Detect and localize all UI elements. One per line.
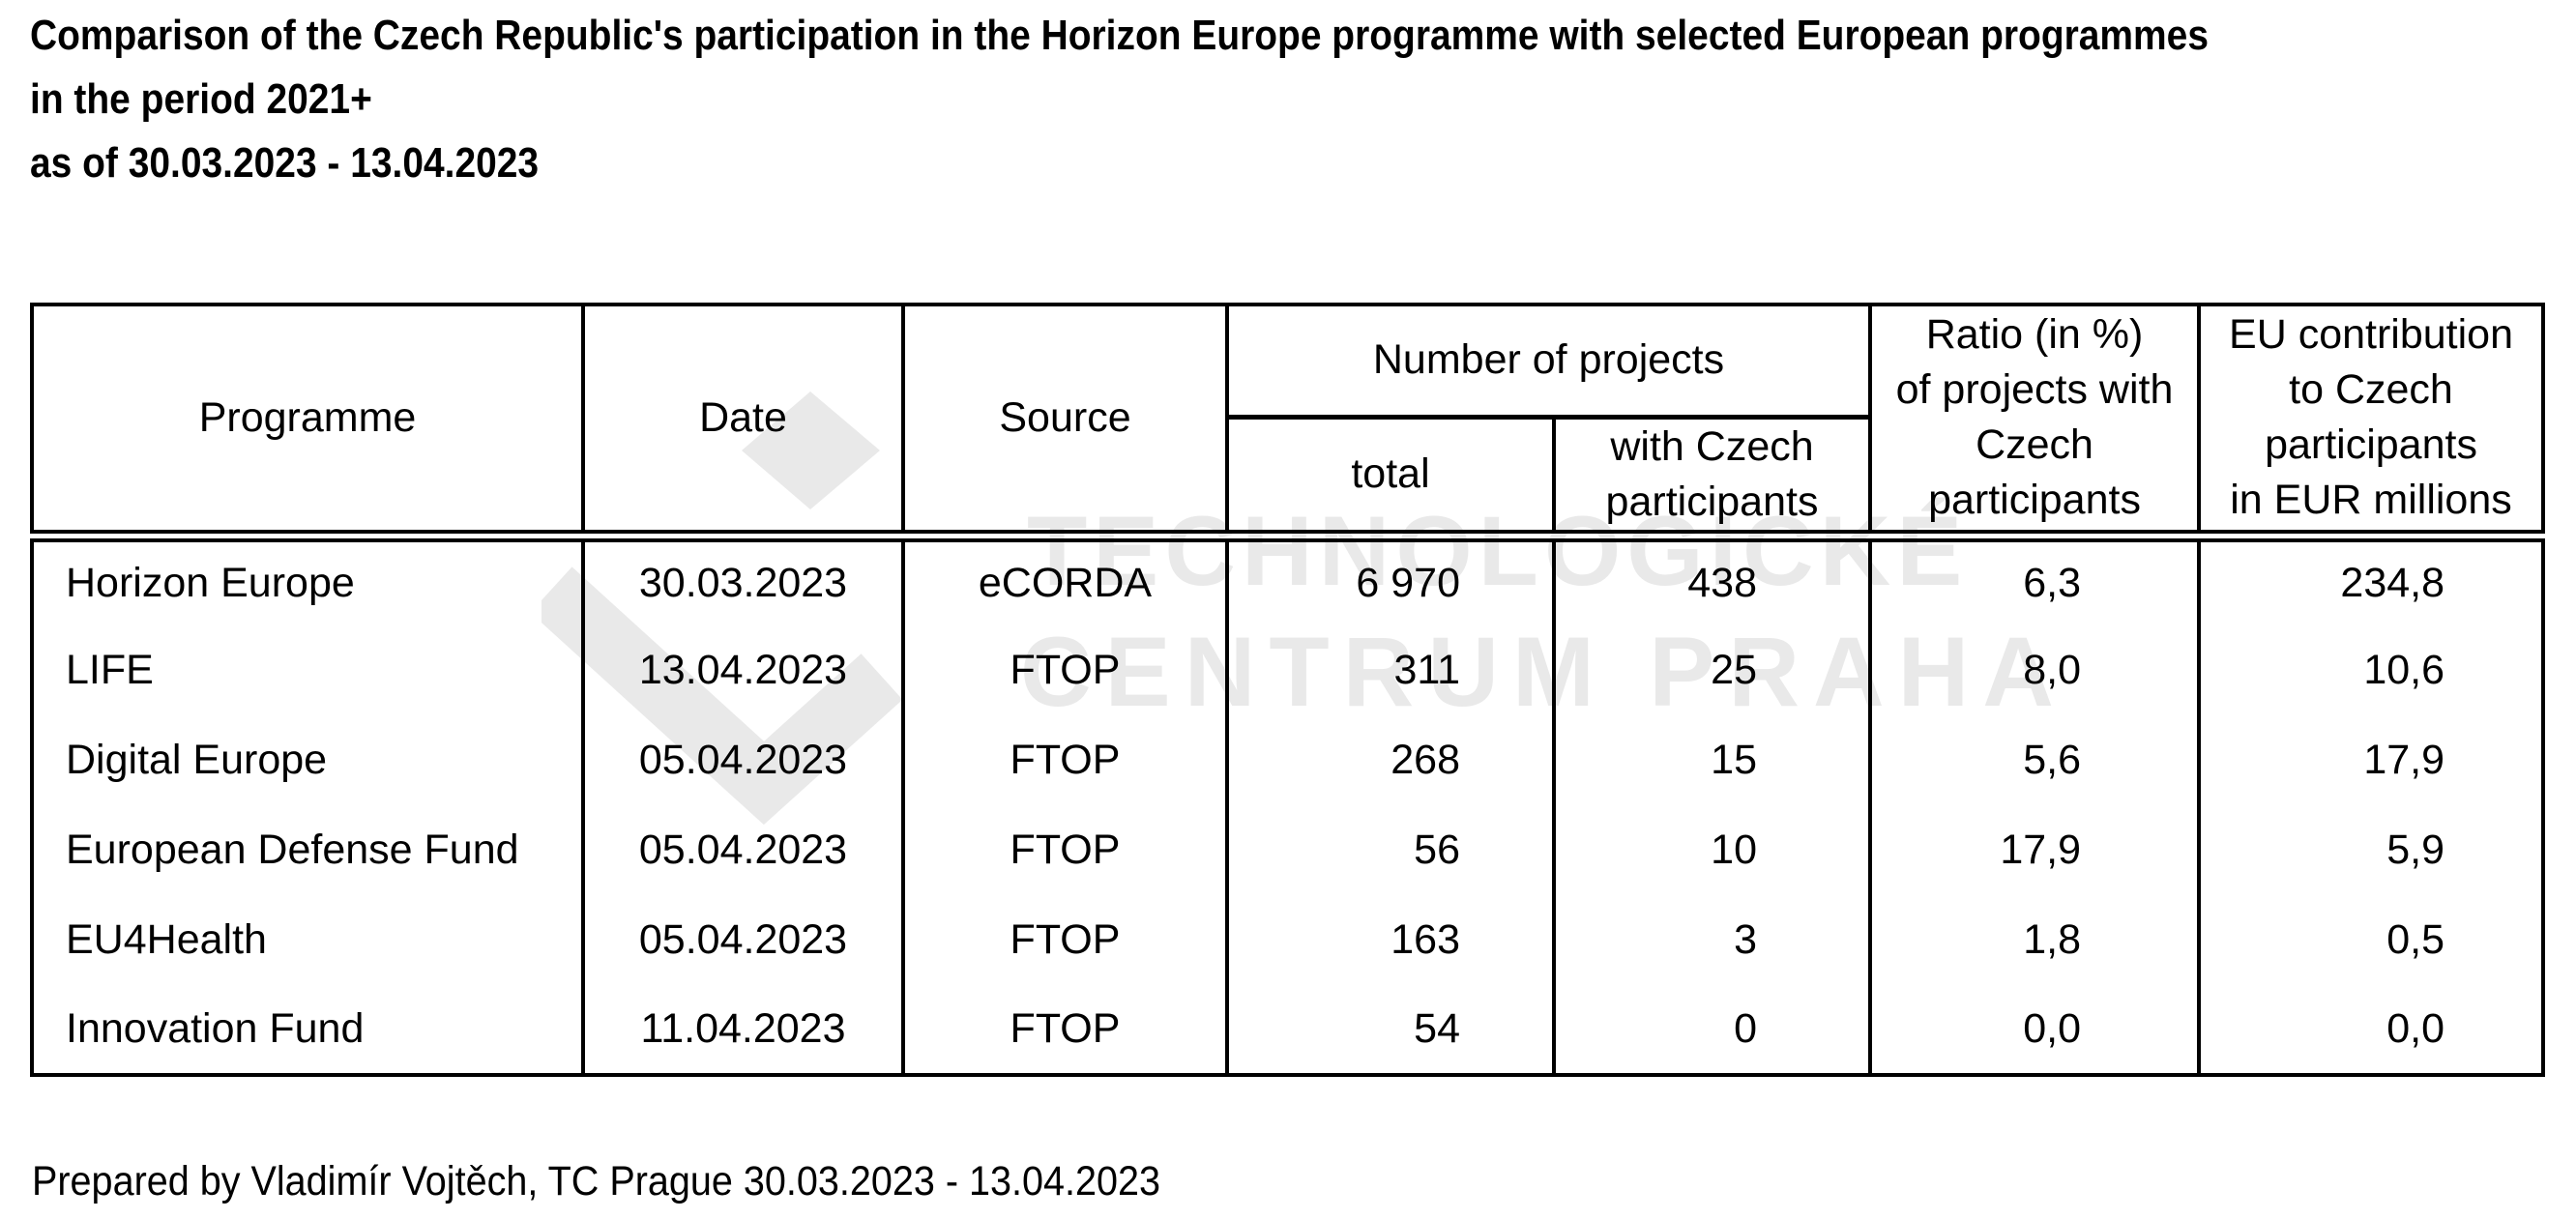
cell-ratio: 8,0 (1868, 625, 2202, 715)
cell-with-czech: 3 (1551, 895, 1873, 985)
cell-date: 30.03.2023 (581, 536, 905, 625)
table-row: European Defense Fund 05.04.2023 FTOP 56… (30, 805, 2546, 895)
cell-date: 05.04.2023 (581, 895, 905, 985)
cell-date: 05.04.2023 (581, 715, 905, 805)
cell-with-czech: 10 (1551, 805, 1873, 895)
cell-total: 56 (1225, 805, 1556, 895)
cell-ratio: 1,8 (1868, 895, 2202, 985)
cell-programme: Horizon Europe (30, 536, 585, 625)
col-header-with-czech-participants: with Czech participants (1551, 415, 1873, 542)
cell-total: 54 (1225, 985, 1556, 1075)
cell-programme: LIFE (30, 625, 585, 715)
col-header-ratio: Ratio (in %) of projects with Czech part… (1868, 303, 2202, 542)
table-row: Horizon Europe 30.03.2023 eCORDA 6 970 4… (30, 536, 2546, 625)
cell-date: 05.04.2023 (581, 805, 905, 895)
cell-with-czech: 15 (1551, 715, 1873, 805)
cell-total: 6 970 (1225, 536, 1556, 625)
title-block: Comparison of the Czech Republic's parti… (30, 4, 2492, 195)
col-header-eu-contribution: EU contribution to Czech participants in… (2197, 303, 2546, 542)
table-row: Innovation Fund 11.04.2023 FTOP 54 0 0,0… (30, 985, 2546, 1075)
cell-source: eCORDA (901, 536, 1229, 625)
cell-ratio: 0,0 (1868, 985, 2202, 1075)
col-header-source: Source (901, 303, 1229, 542)
cell-with-czech: 25 (1551, 625, 1873, 715)
cell-source: FTOP (901, 985, 1229, 1075)
cell-source: FTOP (901, 805, 1229, 895)
cell-ratio: 6,3 (1868, 536, 2202, 625)
table-row: LIFE 13.04.2023 FTOP 311 25 8,0 10,6 (30, 625, 2546, 715)
col-header-programme: Programme (30, 303, 585, 542)
cell-programme: Digital Europe (30, 715, 585, 805)
cell-programme: Innovation Fund (30, 985, 585, 1075)
cell-eu-contribution: 10,6 (2197, 625, 2546, 715)
cell-source: FTOP (901, 625, 1229, 715)
page-title-line2: in the period 2021+ (30, 75, 372, 123)
header-row-1: Programme Date Source Number of projects… (30, 303, 2546, 542)
cell-eu-contribution: 5,9 (2197, 805, 2546, 895)
comparison-table: Programme Date Source Number of projects… (30, 303, 2546, 1077)
cell-total: 268 (1225, 715, 1556, 805)
cell-eu-contribution: 0,5 (2197, 895, 2546, 985)
cell-source: FTOP (901, 715, 1229, 805)
cell-programme: EU4Health (30, 895, 585, 985)
cell-with-czech: 0 (1551, 985, 1873, 1075)
cell-eu-contribution: 0,0 (2197, 985, 2546, 1075)
col-header-total: total (1225, 415, 1556, 542)
cell-total: 311 (1225, 625, 1556, 715)
cell-eu-contribution: 17,9 (2197, 715, 2546, 805)
header-row-2: total with Czech participants (32, 415, 2543, 542)
cell-ratio: 17,9 (1868, 805, 2202, 895)
col-header-number-of-projects: Number of projects (1224, 303, 1873, 420)
cell-ratio: 5,6 (1868, 715, 2202, 805)
col-header-date: Date (581, 303, 905, 542)
cell-source: FTOP (901, 895, 1229, 985)
cell-programme: European Defense Fund (30, 805, 585, 895)
cell-with-czech: 438 (1551, 536, 1873, 625)
cell-eu-contribution: 234,8 (2197, 536, 2546, 625)
page-title-line3: as of 30.03.2023 - 13.04.2023 (30, 139, 540, 187)
cell-date: 11.04.2023 (581, 985, 905, 1075)
cell-total: 163 (1225, 895, 1556, 985)
table-row: Digital Europe 05.04.2023 FTOP 268 15 5,… (30, 715, 2546, 805)
table-row: EU4Health 05.04.2023 FTOP 163 3 1,8 0,5 (30, 895, 2546, 985)
prepared-by-note: Prepared by Vladimír Vojtěch, TC Prague … (32, 1158, 1161, 1204)
page-title-line1: Comparison of the Czech Republic's parti… (30, 12, 2209, 59)
cell-date: 13.04.2023 (581, 625, 905, 715)
